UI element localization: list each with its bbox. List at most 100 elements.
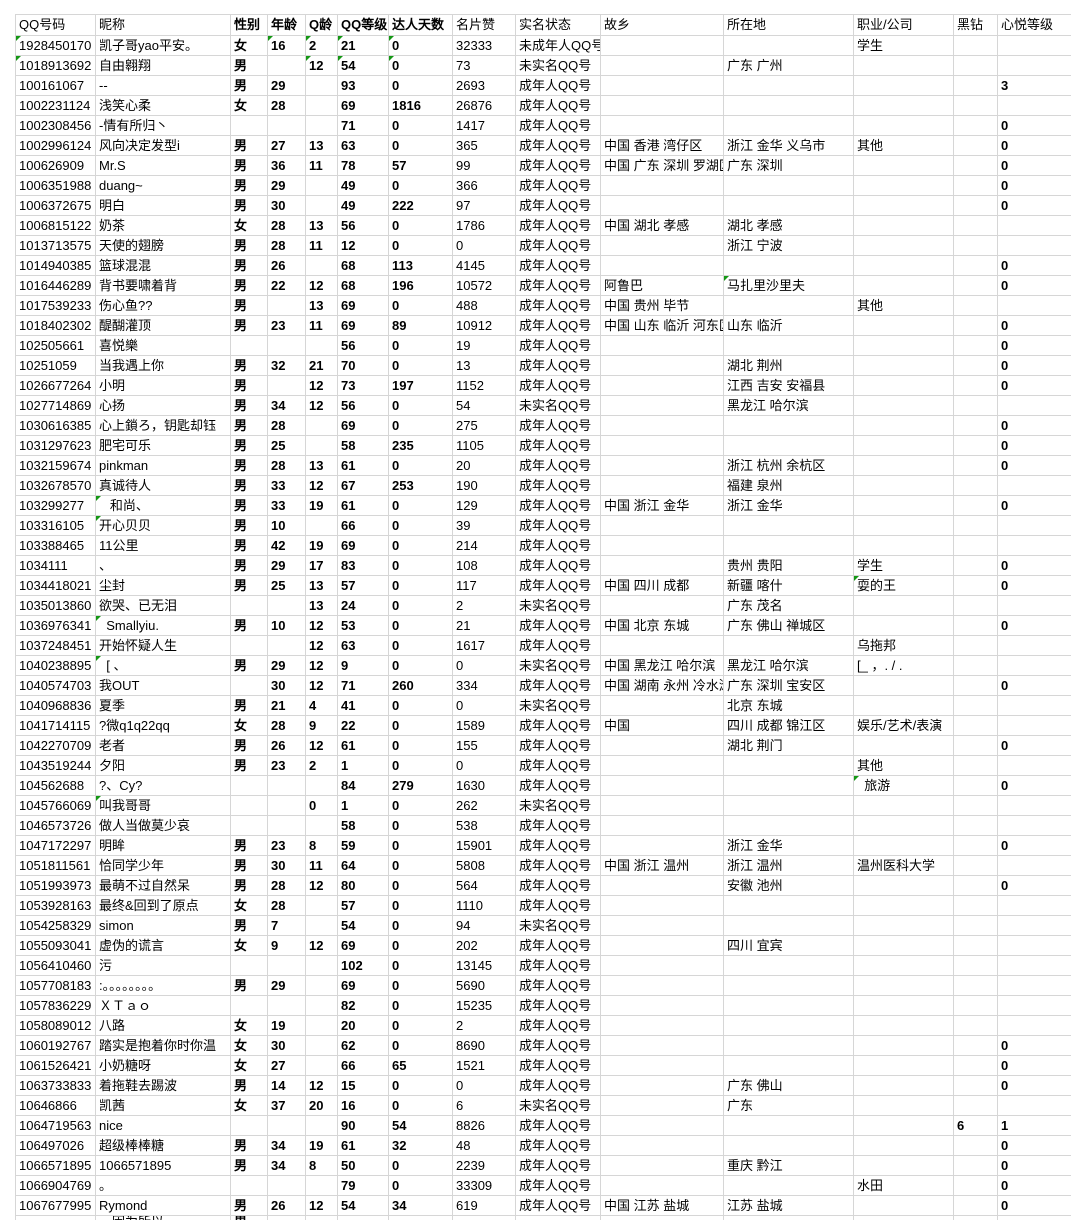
cell-hometown[interactable]	[601, 876, 724, 896]
cell-black[interactable]	[954, 156, 998, 176]
cell-occupation[interactable]	[854, 896, 954, 916]
cell-age[interactable]: 21	[268, 696, 306, 716]
cell-qq[interactable]: 1053928163	[16, 896, 96, 916]
cell-likes[interactable]: 108	[453, 556, 516, 576]
cell-occupation[interactable]	[854, 436, 954, 456]
column-header-qage[interactable]: Q龄	[306, 15, 338, 36]
cell-nickname[interactable]: 明白	[96, 196, 231, 216]
cell-likes[interactable]: 1521	[453, 1056, 516, 1076]
cell-level[interactable]: 61	[338, 496, 389, 516]
cell-gender[interactable]	[231, 596, 268, 616]
cell-black[interactable]	[954, 996, 998, 1016]
cell-location[interactable]	[724, 76, 854, 96]
cell-likes[interactable]: 15235	[453, 996, 516, 1016]
cell-gender[interactable]: 男	[231, 756, 268, 776]
cell-qage[interactable]: 17	[306, 556, 338, 576]
cell-qq[interactable]: 1057708183	[16, 976, 96, 996]
cell-age[interactable]: 9	[268, 936, 306, 956]
cell-xinyue[interactable]: 0	[998, 616, 1071, 636]
cell-hometown[interactable]: 中国 江苏 盐城	[601, 1196, 724, 1216]
cell-status[interactable]: 成年人QQ号	[516, 676, 601, 696]
cell-likes[interactable]: 5690	[453, 976, 516, 996]
cell-status[interactable]: 成年人QQ号	[516, 116, 601, 136]
cell-likes[interactable]: 334	[453, 676, 516, 696]
column-header-xinyue[interactable]: 心悦等级	[998, 15, 1071, 36]
cell-xinyue[interactable]	[998, 536, 1071, 556]
cell-age[interactable]: 28	[268, 96, 306, 116]
cell-xinyue[interactable]: 0	[998, 736, 1071, 756]
cell-qage[interactable]: 0	[306, 796, 338, 816]
cell-nickname[interactable]: 最萌不过自然呆	[96, 876, 231, 896]
cell-xinyue[interactable]	[998, 756, 1071, 776]
cell-occupation[interactable]: 乌拖邦	[854, 636, 954, 656]
cell-nickname[interactable]: 、	[96, 556, 231, 576]
cell-level[interactable]: 1	[338, 796, 389, 816]
cell-days[interactable]: 235	[389, 436, 453, 456]
cell-nickname[interactable]: Rymond	[96, 1196, 231, 1216]
cell-status[interactable]: 成年人QQ号	[516, 156, 601, 176]
cell-level[interactable]: 69	[338, 536, 389, 556]
cell-age[interactable]: 28	[268, 876, 306, 896]
cell-occupation[interactable]: 温州医科大学	[854, 856, 954, 876]
cell-days[interactable]: 0	[389, 656, 453, 676]
cell-qage[interactable]	[306, 516, 338, 536]
cell-days[interactable]: 0	[389, 816, 453, 836]
cell-likes[interactable]: 117	[453, 576, 516, 596]
cell-black[interactable]	[954, 396, 998, 416]
cell-hometown[interactable]	[601, 196, 724, 216]
cell-age[interactable]	[268, 996, 306, 1016]
cell-level[interactable]: 54	[338, 56, 389, 76]
cell-xinyue[interactable]	[998, 856, 1071, 876]
cell-black[interactable]	[954, 956, 998, 976]
cell-qq[interactable]: 1014940385	[16, 256, 96, 276]
cell-xinyue[interactable]: 0	[998, 876, 1071, 896]
cell-qq[interactable]: 1002308456	[16, 116, 96, 136]
cell-xinyue[interactable]	[998, 296, 1071, 316]
cell-likes[interactable]: 2	[453, 596, 516, 616]
cell-qq[interactable]: 1002996124	[16, 136, 96, 156]
cell-black[interactable]	[954, 136, 998, 156]
cell-level[interactable]: 71	[338, 676, 389, 696]
cell-age[interactable]	[268, 56, 306, 76]
cell-days[interactable]: 57	[389, 156, 453, 176]
cell-qq[interactable]: 1066571895	[16, 1156, 96, 1176]
cell-status[interactable]: 成年人QQ号	[516, 836, 601, 856]
cell-likes[interactable]: 6	[453, 1096, 516, 1116]
cell-location[interactable]: 四川 宜宾	[724, 936, 854, 956]
cell-nickname[interactable]: --	[96, 76, 231, 96]
cell-nickname[interactable]: 篮球混混	[96, 256, 231, 276]
cell-nickname[interactable]: [ 、	[96, 656, 231, 676]
cell-qage[interactable]: 12	[306, 1196, 338, 1216]
cell-status[interactable]: 成年人QQ号	[516, 76, 601, 96]
cell-qq[interactable]: 1054258329	[16, 916, 96, 936]
cell-days[interactable]: 0	[389, 616, 453, 636]
cell-qage[interactable]	[306, 176, 338, 196]
cell-nickname[interactable]: 污	[96, 956, 231, 976]
cell-qq[interactable]: 1027714869	[16, 396, 96, 416]
cell-occupation[interactable]	[854, 276, 954, 296]
cell-age[interactable]: 42	[268, 536, 306, 556]
cell-hometown[interactable]	[601, 376, 724, 396]
cell-occupation[interactable]	[854, 156, 954, 176]
cell-qage[interactable]: 11	[306, 316, 338, 336]
column-header-likes[interactable]: 名片赞	[453, 15, 516, 36]
cell-status[interactable]: 成年人QQ号	[516, 1176, 601, 1196]
cell-xinyue[interactable]	[998, 996, 1071, 1016]
cell-location[interactable]	[724, 636, 854, 656]
cell-black[interactable]	[954, 36, 998, 56]
cell-location[interactable]: 浙江 杭州 余杭区	[724, 456, 854, 476]
cell-level[interactable]: 62	[338, 1036, 389, 1056]
cell-black[interactable]	[954, 1136, 998, 1156]
cell-qq[interactable]: 10251059	[16, 356, 96, 376]
cell-qage[interactable]	[306, 956, 338, 976]
cell-likes[interactable]: 1105	[453, 436, 516, 456]
cell-xinyue[interactable]	[998, 976, 1071, 996]
cell-level[interactable]: 66	[338, 516, 389, 536]
cell-location[interactable]: 广东 深圳 宝安区	[724, 676, 854, 696]
cell-occupation[interactable]	[854, 336, 954, 356]
cell-days[interactable]: 0	[389, 896, 453, 916]
cell-occupation[interactable]	[854, 516, 954, 536]
cell-hometown[interactable]	[601, 1096, 724, 1116]
cell-nickname[interactable]: 小明	[96, 376, 231, 396]
cell-days[interactable]: 0	[389, 356, 453, 376]
